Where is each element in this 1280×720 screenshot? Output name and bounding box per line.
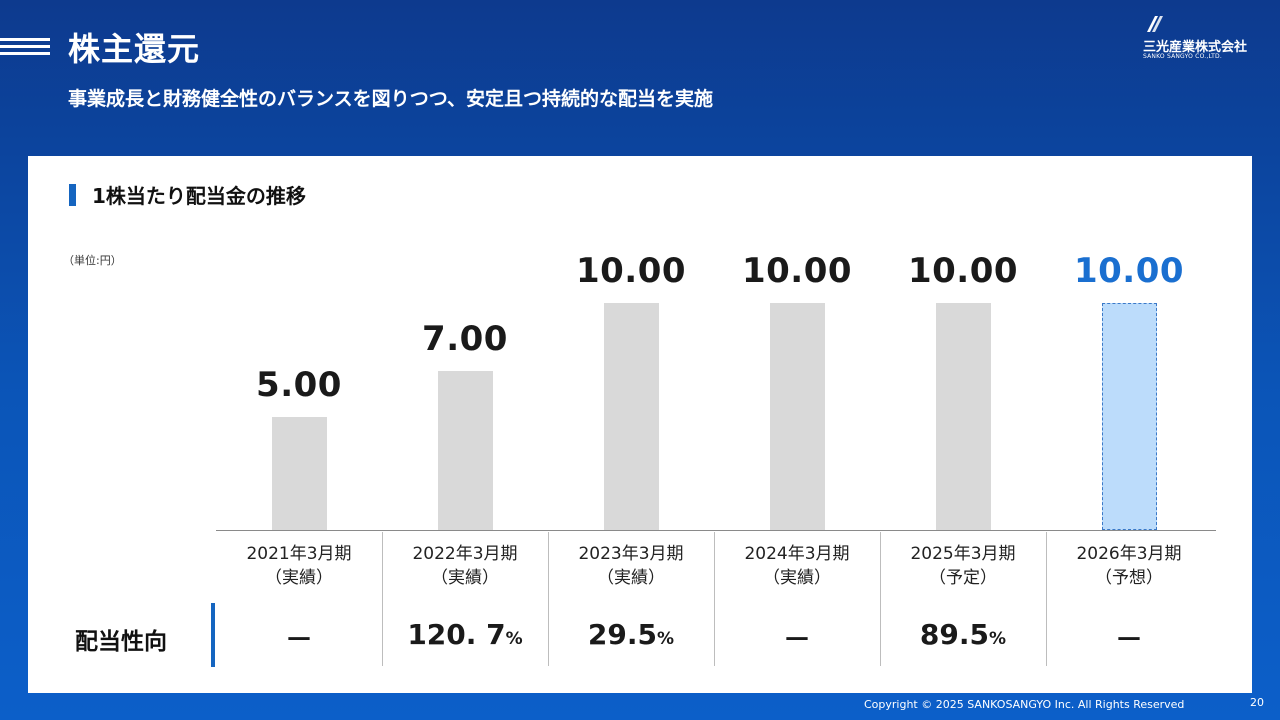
payout-ratio-value-5: －: [1114, 623, 1143, 656]
column-divider: [1046, 532, 1047, 666]
bar-0: [271, 416, 327, 530]
bar-2: [603, 303, 659, 530]
bar-5: [1101, 303, 1157, 530]
category-label-5: 2026年3月期 （予想）: [1076, 544, 1182, 588]
bar-value-label-5: 10.00: [1073, 251, 1185, 291]
bar-value-label-2: 10.00: [575, 251, 687, 291]
bar-value-label-0: 5.00: [256, 364, 342, 405]
category-label-0: 2021年3月期 （実績）: [246, 544, 352, 588]
column-divider: [880, 532, 881, 666]
column-divider: [714, 532, 715, 666]
bar-1: [437, 371, 493, 530]
bar-value-label-3: 10.00: [741, 251, 853, 291]
payout-ratio-value-0: －: [284, 623, 313, 656]
payout-ratio-value-3: －: [782, 623, 811, 656]
section-title: 1株当たり配当金の推移: [92, 184, 306, 208]
bar-value-label-4: 10.00: [907, 251, 1019, 291]
page-number: 20: [1250, 696, 1264, 709]
category-label-1: 2022年3月期 （実績）: [412, 544, 518, 588]
category-label-3: 2024年3月期 （実績）: [744, 544, 850, 588]
logo-mark-icon: [1147, 16, 1163, 32]
bar-3: [769, 303, 825, 530]
section-marker: [69, 184, 76, 206]
payout-ratio-value-1: 120. 7%: [407, 618, 523, 651]
payout-ratio-value-4: 89.5%: [919, 618, 1007, 651]
page-title: 株主還元: [68, 30, 201, 68]
company-logo: 三光産業株式会社 SANKO SANGYO CO.,LTD.: [1143, 14, 1263, 64]
x-axis-line: [216, 530, 1216, 531]
column-divider: [382, 532, 383, 666]
logo-name-jp: 三光産業株式会社: [1143, 40, 1248, 55]
category-label-2: 2023年3月期 （実績）: [578, 544, 684, 588]
bar-4: [935, 303, 991, 530]
category-label-4: 2025年3月期 （予定）: [910, 544, 1016, 588]
dividend-card: 1株当たり配当金の推移 （単位:円） 5.00 2021年3月期 （実績） 7.00 2…: [28, 156, 1252, 693]
payout-ratio-label: 配当性向: [75, 629, 167, 655]
bar-value-label-1: 7.00: [422, 319, 508, 360]
logo-name-en: SANKO SANGYO CO.,LTD.: [1143, 53, 1222, 60]
payout-ratio-marker: [211, 603, 215, 667]
column-divider: [548, 532, 549, 666]
payout-ratio-value-2: 29.5%: [587, 618, 675, 651]
copyright: Copyright © 2025 SANKOSANGYO Inc. All Ri…: [864, 698, 1185, 711]
page-subtitle: 事業成長と財務健全性のバランスを図りつつ、安定且つ持続的な配当を実施: [68, 88, 714, 110]
title-decoration: [0, 38, 50, 59]
unit-label: （単位:円）: [63, 254, 122, 267]
